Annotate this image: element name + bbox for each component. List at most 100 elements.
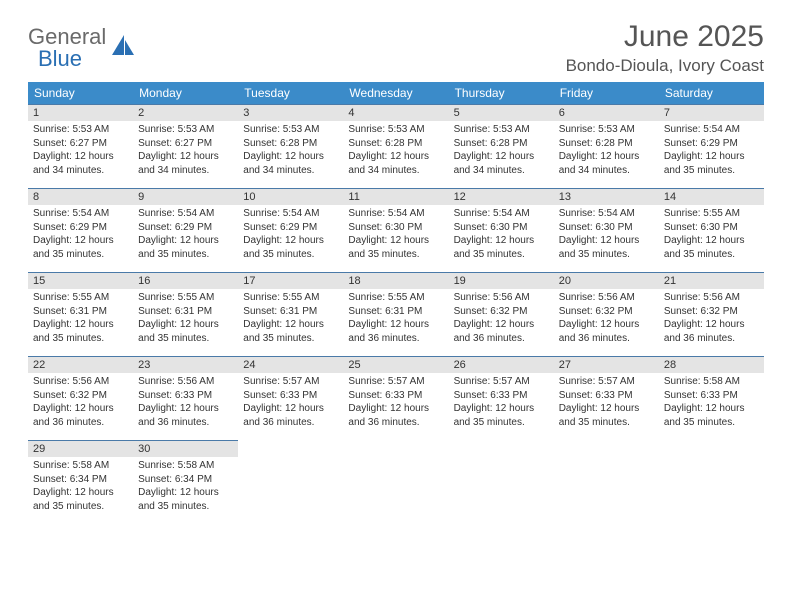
daylight-text-2: and 36 minutes. (138, 416, 233, 430)
sunrise-text: Sunrise: 5:55 AM (664, 207, 759, 221)
sunrise-text: Sunrise: 5:54 AM (664, 123, 759, 137)
sunset-text: Sunset: 6:33 PM (454, 389, 549, 403)
daylight-text-2: and 34 minutes. (243, 164, 338, 178)
calendar-week-row: 8Sunrise: 5:54 AMSunset: 6:29 PMDaylight… (28, 188, 764, 272)
daylight-text-1: Daylight: 12 hours (559, 402, 654, 416)
sunset-text: Sunset: 6:28 PM (348, 137, 443, 151)
daylight-text-1: Daylight: 12 hours (664, 150, 759, 164)
calendar-day-cell: 11Sunrise: 5:54 AMSunset: 6:30 PMDayligh… (343, 188, 448, 272)
sunset-text: Sunset: 6:33 PM (243, 389, 338, 403)
day-details: Sunrise: 5:56 AMSunset: 6:33 PMDaylight:… (133, 373, 238, 433)
day-details: Sunrise: 5:53 AMSunset: 6:28 PMDaylight:… (238, 121, 343, 181)
calendar-day-cell: 9Sunrise: 5:54 AMSunset: 6:29 PMDaylight… (133, 188, 238, 272)
calendar-day-cell: 29Sunrise: 5:58 AMSunset: 6:34 PMDayligh… (28, 440, 133, 524)
daylight-text-1: Daylight: 12 hours (138, 486, 233, 500)
calendar-day-cell: 21Sunrise: 5:56 AMSunset: 6:32 PMDayligh… (659, 272, 764, 356)
day-number: 12 (449, 188, 554, 205)
sunset-text: Sunset: 6:29 PM (664, 137, 759, 151)
daylight-text-1: Daylight: 12 hours (348, 318, 443, 332)
day-details: Sunrise: 5:53 AMSunset: 6:28 PMDaylight:… (343, 121, 448, 181)
calendar-day-cell: 27Sunrise: 5:57 AMSunset: 6:33 PMDayligh… (554, 356, 659, 440)
day-details: Sunrise: 5:57 AMSunset: 6:33 PMDaylight:… (238, 373, 343, 433)
header: General Blue June 2025 Bondo-Dioula, Ivo… (28, 20, 764, 76)
calendar-day-cell: 22Sunrise: 5:56 AMSunset: 6:32 PMDayligh… (28, 356, 133, 440)
daylight-text-1: Daylight: 12 hours (454, 234, 549, 248)
daylight-text-1: Daylight: 12 hours (243, 150, 338, 164)
calendar-day-cell (449, 440, 554, 524)
calendar-day-cell: 19Sunrise: 5:56 AMSunset: 6:32 PMDayligh… (449, 272, 554, 356)
calendar-day-cell: 7Sunrise: 5:54 AMSunset: 6:29 PMDaylight… (659, 104, 764, 188)
weekday-header: Tuesday (238, 82, 343, 104)
sunset-text: Sunset: 6:28 PM (454, 137, 549, 151)
calendar-day-cell: 1Sunrise: 5:53 AMSunset: 6:27 PMDaylight… (28, 104, 133, 188)
calendar-day-cell: 20Sunrise: 5:56 AMSunset: 6:32 PMDayligh… (554, 272, 659, 356)
daylight-text-2: and 36 minutes. (348, 416, 443, 430)
sunset-text: Sunset: 6:29 PM (33, 221, 128, 235)
daylight-text-1: Daylight: 12 hours (243, 318, 338, 332)
day-details: Sunrise: 5:54 AMSunset: 6:29 PMDaylight:… (133, 205, 238, 265)
sunrise-text: Sunrise: 5:54 AM (348, 207, 443, 221)
daylight-text-2: and 36 minutes. (348, 332, 443, 346)
day-number: 27 (554, 356, 659, 373)
day-details: Sunrise: 5:54 AMSunset: 6:30 PMDaylight:… (449, 205, 554, 265)
calendar-day-cell: 16Sunrise: 5:55 AMSunset: 6:31 PMDayligh… (133, 272, 238, 356)
daylight-text-2: and 36 minutes. (33, 416, 128, 430)
sunrise-text: Sunrise: 5:53 AM (454, 123, 549, 137)
sunrise-text: Sunrise: 5:55 AM (243, 291, 338, 305)
day-number: 13 (554, 188, 659, 205)
day-number: 8 (28, 188, 133, 205)
daylight-text-1: Daylight: 12 hours (559, 150, 654, 164)
day-details: Sunrise: 5:57 AMSunset: 6:33 PMDaylight:… (554, 373, 659, 433)
calendar-day-cell: 8Sunrise: 5:54 AMSunset: 6:29 PMDaylight… (28, 188, 133, 272)
day-number: 16 (133, 272, 238, 289)
daylight-text-2: and 36 minutes. (243, 416, 338, 430)
sunrise-text: Sunrise: 5:58 AM (664, 375, 759, 389)
daylight-text-1: Daylight: 12 hours (454, 402, 549, 416)
calendar-day-cell: 10Sunrise: 5:54 AMSunset: 6:29 PMDayligh… (238, 188, 343, 272)
calendar-day-cell (554, 440, 659, 524)
day-details: Sunrise: 5:56 AMSunset: 6:32 PMDaylight:… (449, 289, 554, 349)
logo-word1: General (28, 26, 106, 48)
daylight-text-2: and 36 minutes. (454, 332, 549, 346)
daylight-text-1: Daylight: 12 hours (348, 402, 443, 416)
calendar-week-row: 29Sunrise: 5:58 AMSunset: 6:34 PMDayligh… (28, 440, 764, 524)
sunset-text: Sunset: 6:29 PM (138, 221, 233, 235)
day-details: Sunrise: 5:55 AMSunset: 6:31 PMDaylight:… (238, 289, 343, 349)
daylight-text-1: Daylight: 12 hours (348, 150, 443, 164)
sunrise-text: Sunrise: 5:57 AM (454, 375, 549, 389)
day-details: Sunrise: 5:55 AMSunset: 6:31 PMDaylight:… (28, 289, 133, 349)
day-number: 14 (659, 188, 764, 205)
sunrise-text: Sunrise: 5:53 AM (243, 123, 338, 137)
sunrise-text: Sunrise: 5:53 AM (138, 123, 233, 137)
weekday-header: Thursday (449, 82, 554, 104)
calendar-day-cell: 13Sunrise: 5:54 AMSunset: 6:30 PMDayligh… (554, 188, 659, 272)
daylight-text-2: and 34 minutes. (33, 164, 128, 178)
day-number: 9 (133, 188, 238, 205)
day-details: Sunrise: 5:58 AMSunset: 6:34 PMDaylight:… (133, 457, 238, 517)
sunrise-text: Sunrise: 5:56 AM (454, 291, 549, 305)
daylight-text-1: Daylight: 12 hours (33, 486, 128, 500)
daylight-text-1: Daylight: 12 hours (559, 318, 654, 332)
daylight-text-2: and 35 minutes. (559, 416, 654, 430)
daylight-text-2: and 34 minutes. (348, 164, 443, 178)
sunrise-text: Sunrise: 5:55 AM (138, 291, 233, 305)
sunrise-text: Sunrise: 5:53 AM (348, 123, 443, 137)
sunrise-text: Sunrise: 5:57 AM (348, 375, 443, 389)
daylight-text-2: and 35 minutes. (33, 332, 128, 346)
sunset-text: Sunset: 6:27 PM (33, 137, 128, 151)
daylight-text-2: and 34 minutes. (138, 164, 233, 178)
sunset-text: Sunset: 6:33 PM (559, 389, 654, 403)
daylight-text-2: and 35 minutes. (33, 248, 128, 262)
sunset-text: Sunset: 6:31 PM (138, 305, 233, 319)
day-details: Sunrise: 5:57 AMSunset: 6:33 PMDaylight:… (449, 373, 554, 433)
sunset-text: Sunset: 6:31 PM (33, 305, 128, 319)
daylight-text-2: and 35 minutes. (348, 248, 443, 262)
day-details: Sunrise: 5:55 AMSunset: 6:30 PMDaylight:… (659, 205, 764, 265)
sunset-text: Sunset: 6:30 PM (559, 221, 654, 235)
logo: General Blue (28, 26, 136, 70)
calendar-week-row: 1Sunrise: 5:53 AMSunset: 6:27 PMDaylight… (28, 104, 764, 188)
sunset-text: Sunset: 6:30 PM (454, 221, 549, 235)
day-details: Sunrise: 5:55 AMSunset: 6:31 PMDaylight:… (133, 289, 238, 349)
sunset-text: Sunset: 6:28 PM (243, 137, 338, 151)
sunrise-text: Sunrise: 5:58 AM (138, 459, 233, 473)
